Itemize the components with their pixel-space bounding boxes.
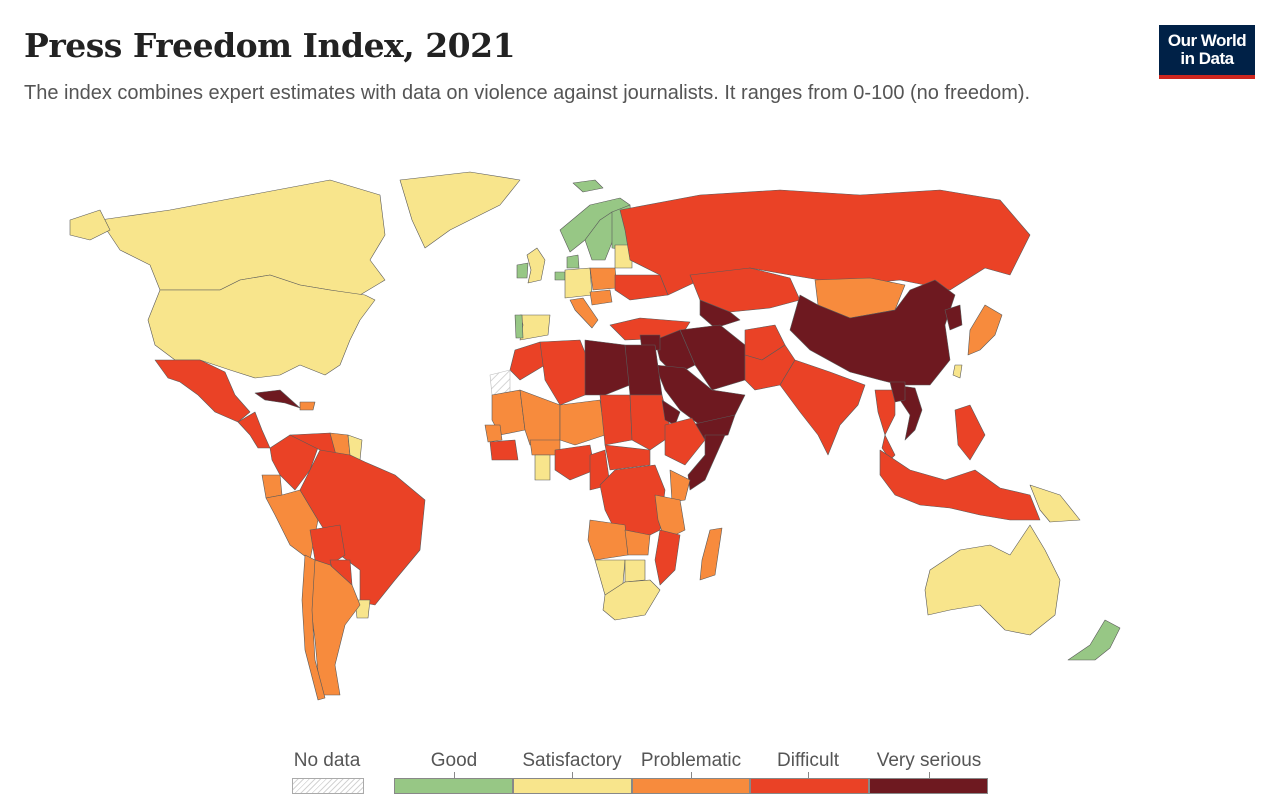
region-libya[interactable] bbox=[584, 339, 631, 396]
region-indonesia[interactable] bbox=[879, 449, 1041, 521]
legend-swatch-satisfactory[interactable] bbox=[513, 778, 632, 794]
region-philippines[interactable] bbox=[954, 404, 986, 461]
region-mauritania[interactable] bbox=[491, 389, 526, 436]
region-western-sahara[interactable] bbox=[489, 369, 511, 396]
legend-swatch-no-data[interactable] bbox=[292, 778, 364, 794]
region-central-african-republic[interactable] bbox=[604, 444, 651, 471]
region-alaska[interactable] bbox=[69, 209, 111, 241]
region-italy[interactable] bbox=[569, 297, 599, 329]
region-niger[interactable] bbox=[559, 399, 606, 446]
legend-tick-problematic bbox=[691, 772, 692, 778]
region-baltics[interactable] bbox=[614, 244, 633, 269]
region-greenland[interactable] bbox=[399, 171, 521, 249]
region-iceland[interactable] bbox=[572, 179, 604, 193]
legend-tick-very-serious bbox=[929, 772, 930, 778]
region-botswana[interactable] bbox=[624, 559, 646, 583]
legend-label-problematic: Problematic bbox=[640, 750, 742, 771]
region-new-zealand[interactable] bbox=[1067, 619, 1121, 661]
legend-label-no-data: No data bbox=[293, 750, 361, 771]
region-mozambique[interactable] bbox=[654, 529, 681, 586]
region-morocco[interactable] bbox=[509, 341, 546, 381]
region-cuba[interactable] bbox=[254, 389, 301, 409]
region-chad[interactable] bbox=[599, 394, 633, 446]
region-north-korea[interactable] bbox=[944, 304, 963, 331]
region-chile[interactable] bbox=[301, 554, 326, 701]
region-senegal[interactable] bbox=[484, 424, 503, 443]
region-china[interactable] bbox=[789, 279, 956, 386]
region-ireland[interactable] bbox=[516, 262, 529, 279]
region-portugal[interactable] bbox=[514, 314, 524, 339]
region-madagascar[interactable] bbox=[699, 527, 723, 581]
region-australia[interactable] bbox=[924, 524, 1061, 636]
world-map bbox=[69, 171, 1121, 701]
region-kenya[interactable] bbox=[669, 469, 691, 503]
region-ukraine[interactable] bbox=[614, 274, 669, 301]
region-south-africa[interactable] bbox=[602, 579, 661, 621]
region-denmark[interactable] bbox=[566, 254, 580, 269]
region-ecuador[interactable] bbox=[261, 474, 283, 499]
chart-title: Press Freedom Index, 2021 bbox=[24, 26, 516, 65]
owid-logo[interactable]: Our World in Data bbox=[1159, 25, 1255, 79]
region-laos[interactable] bbox=[889, 381, 906, 403]
map-legend: No data Good Satisfactory Problematic Di… bbox=[0, 748, 1280, 808]
chart-subtitle: The index combines expert estimates with… bbox=[24, 82, 1031, 104]
region-ghana[interactable] bbox=[534, 454, 551, 481]
region-russia[interactable] bbox=[619, 189, 1031, 296]
region-thailand[interactable] bbox=[874, 389, 896, 436]
logo-line-2: in Data bbox=[1180, 49, 1234, 68]
map-regions bbox=[69, 171, 1121, 701]
region-taiwan[interactable] bbox=[952, 364, 963, 379]
region-poland[interactable] bbox=[589, 267, 618, 291]
region-algeria[interactable] bbox=[539, 339, 591, 406]
region-sudan[interactable] bbox=[629, 394, 673, 451]
region-somalia[interactable] bbox=[687, 434, 726, 491]
region-mali[interactable] bbox=[519, 389, 561, 446]
legend-swatch-difficult[interactable] bbox=[750, 778, 869, 794]
region-ethiopia[interactable] bbox=[664, 417, 706, 466]
region-japan[interactable] bbox=[967, 304, 1003, 356]
region-angola[interactable] bbox=[587, 519, 629, 561]
legend-label-good: Good bbox=[430, 750, 478, 771]
legend-swatch-very-serious[interactable] bbox=[869, 778, 988, 794]
region-germany[interactable] bbox=[564, 267, 593, 299]
region-egypt[interactable] bbox=[624, 344, 663, 396]
region-netherlands[interactable] bbox=[554, 271, 566, 281]
region-argentina[interactable] bbox=[309, 559, 361, 696]
region-zambia[interactable] bbox=[624, 529, 651, 556]
region-india[interactable] bbox=[779, 359, 866, 456]
legend-tick-difficult bbox=[808, 772, 809, 778]
region-mexico[interactable] bbox=[154, 359, 251, 423]
legend-label-very-serious: Very serious bbox=[876, 750, 982, 771]
region-papua-new-guinea[interactable] bbox=[1029, 484, 1081, 523]
legend-swatch-problematic[interactable] bbox=[632, 778, 750, 794]
region-guinea[interactable] bbox=[489, 439, 519, 461]
region-nigeria[interactable] bbox=[554, 444, 596, 481]
legend-label-difficult: Difficult bbox=[777, 750, 839, 771]
region-hungary[interactable] bbox=[589, 289, 613, 306]
region-dominican-republic[interactable] bbox=[299, 401, 316, 411]
region-spain[interactable] bbox=[519, 314, 551, 341]
legend-tick-good bbox=[454, 772, 455, 778]
region-canada[interactable] bbox=[99, 179, 386, 296]
region-bolivia[interactable] bbox=[309, 524, 346, 566]
legend-label-satisfactory: Satisfactory bbox=[522, 750, 622, 771]
region-uzbekistan[interactable] bbox=[699, 299, 741, 329]
legend-swatch-good[interactable] bbox=[394, 778, 513, 794]
logo-line-1: Our World bbox=[1167, 31, 1247, 50]
region-united-kingdom[interactable] bbox=[526, 247, 546, 284]
legend-tick-satisfactory bbox=[572, 772, 573, 778]
